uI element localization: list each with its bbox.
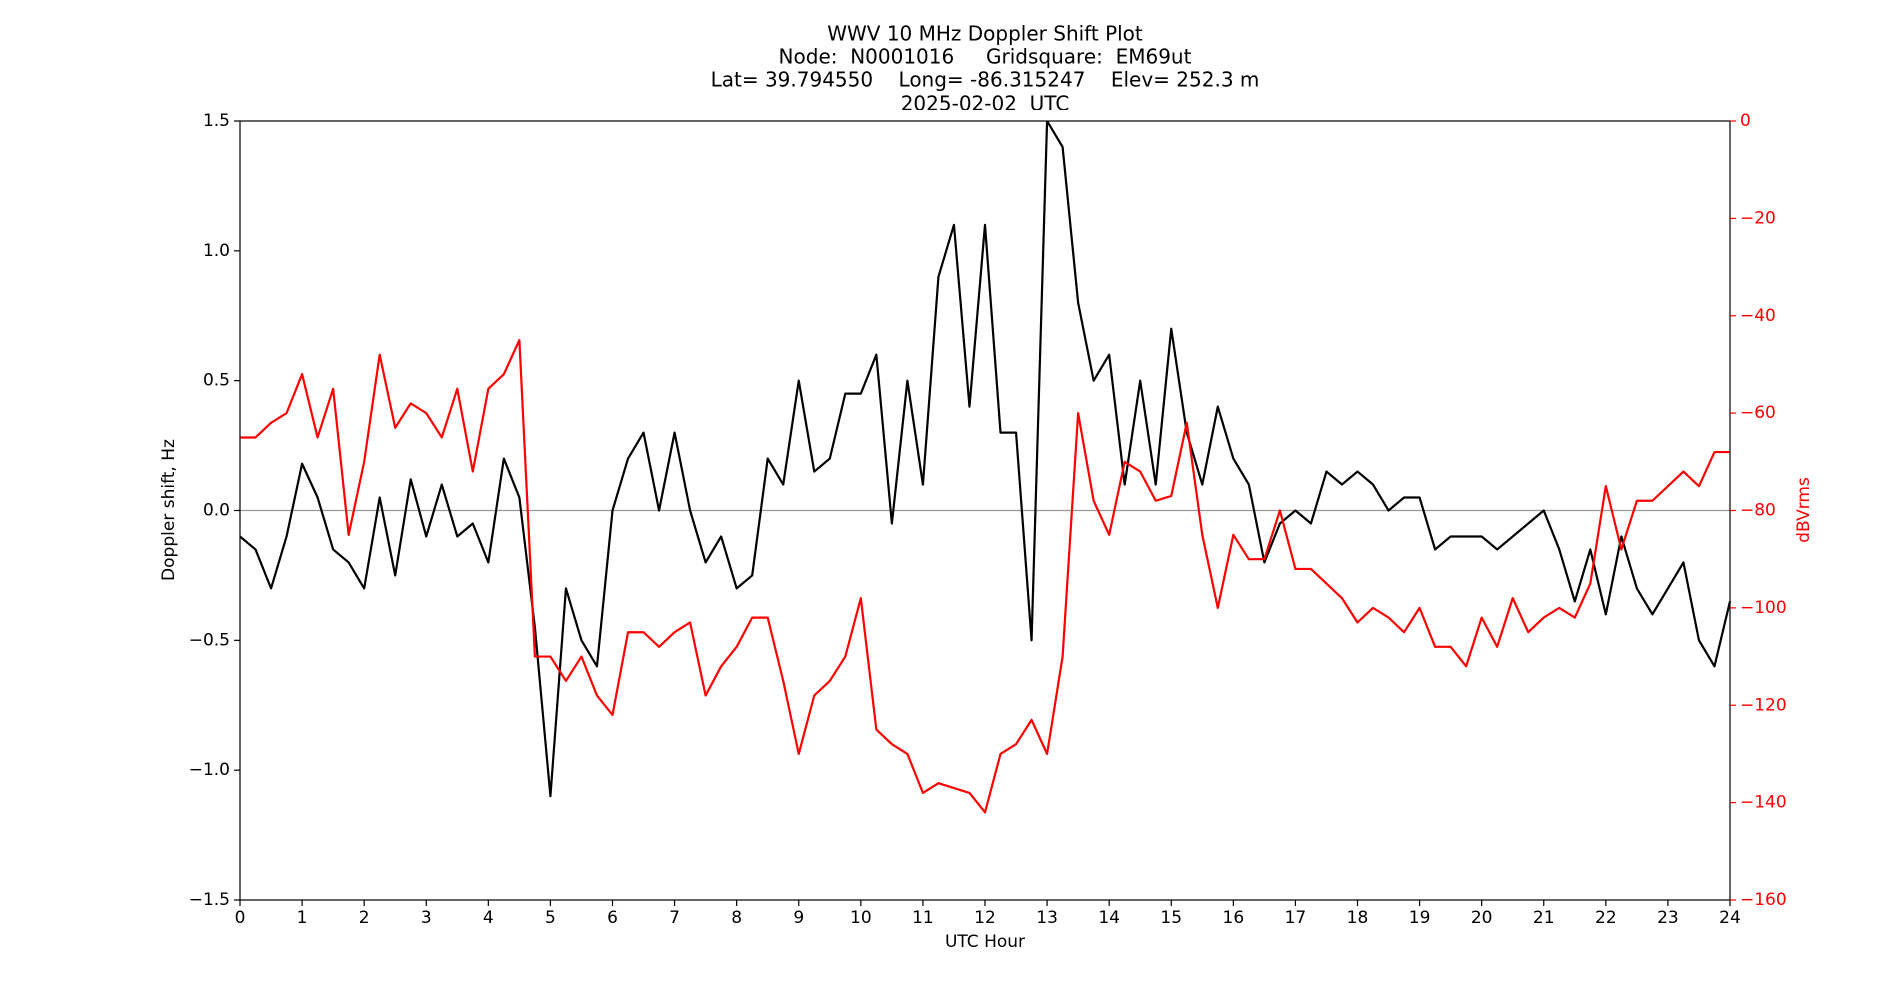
x-tick-label: 4 — [483, 908, 494, 928]
clip-top — [239, 110, 1731, 121]
x-tick-label: 18 — [1347, 908, 1369, 928]
x-tick-label: 10 — [850, 908, 872, 928]
x-tick-label: 14 — [1098, 908, 1120, 928]
x-tick-label: 19 — [1409, 908, 1431, 928]
x-tick-label: 7 — [669, 908, 680, 928]
y2-axis-label: dBVrms — [1794, 477, 1814, 543]
x-tick-label: 3 — [421, 908, 432, 928]
x-tick-label: 12 — [974, 908, 996, 928]
data-line — [240, 338, 1730, 814]
y2-tick-label: −140 — [1740, 793, 1787, 813]
y-tick-label: 1.0 — [203, 241, 230, 261]
y2-tick-label: −40 — [1740, 306, 1776, 326]
x-tick-label: 1 — [297, 908, 308, 928]
x-tick-label: 2 — [359, 908, 370, 928]
x-tick-label: 23 — [1657, 908, 1679, 928]
x-tick-label: 24 — [1719, 908, 1741, 928]
x-tick-label: 9 — [793, 908, 804, 928]
data-line — [239, 119, 1732, 798]
y-tick-label: −0.5 — [189, 630, 230, 650]
y-tick-label: −1.5 — [189, 890, 230, 910]
y2-tick-label: −120 — [1740, 695, 1787, 715]
y2-tick-label: −60 — [1740, 403, 1776, 423]
chart-subtitle: Node: N0001016 Gridsquare: EM69ut — [779, 45, 1192, 69]
x-tick-label: 11 — [912, 908, 934, 928]
chart-subtitle: Lat= 39.794550 Long= -86.315247 Elev= 25… — [711, 68, 1260, 92]
y-tick-label: 0.5 — [203, 371, 230, 391]
x-axis-label: UTC Hour — [945, 932, 1025, 952]
x-tick-label: 21 — [1533, 908, 1555, 928]
x-tick-label: 13 — [1036, 908, 1058, 928]
x-tick-label: 15 — [1160, 908, 1182, 928]
y2-tick-label: −80 — [1740, 501, 1776, 521]
x-tick-label: 0 — [235, 908, 246, 928]
chart-title: WWV 10 MHz Doppler Shift Plot — [827, 22, 1143, 46]
y2-tick-label: −160 — [1740, 890, 1787, 910]
y-tick-label: −1.0 — [189, 760, 230, 780]
y-axis-label: Doppler shift, Hz — [159, 439, 179, 581]
x-tick-label: 8 — [731, 908, 742, 928]
y2-tick-label: 0 — [1740, 111, 1751, 131]
x-tick-label: 16 — [1223, 908, 1245, 928]
y2-tick-label: −100 — [1740, 598, 1787, 618]
y2-tick-label: −20 — [1740, 208, 1776, 228]
x-tick-label: 22 — [1595, 908, 1617, 928]
y-tick-label: 1.5 — [203, 111, 230, 131]
x-tick-label: 6 — [607, 908, 618, 928]
x-tick-label: 5 — [545, 908, 556, 928]
x-tick-label: 17 — [1285, 908, 1307, 928]
x-tick-label: 20 — [1471, 908, 1493, 928]
y-tick-label: 0.0 — [203, 501, 230, 521]
